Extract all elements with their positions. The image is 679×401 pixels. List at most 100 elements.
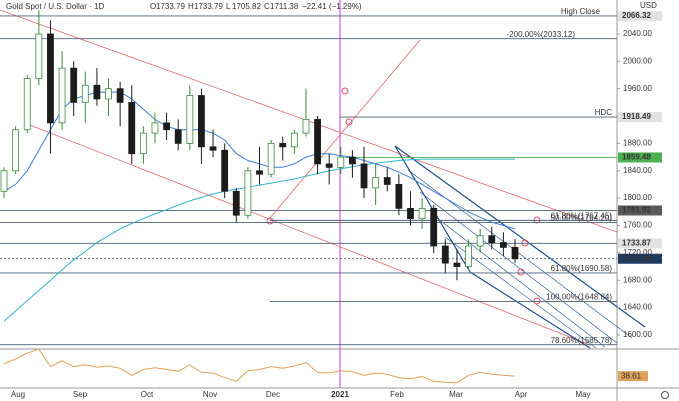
y-tick-label: 1720.00: [623, 248, 652, 257]
candle-body: [174, 129, 182, 144]
candle-body: [209, 146, 217, 151]
candle-body: [360, 163, 368, 189]
x-tick-label: Nov: [203, 390, 217, 399]
price-tag: [618, 152, 662, 163]
y-tick-label: 1880.00: [623, 139, 652, 148]
gear[interactable]: [661, 391, 669, 399]
ohlc-label: C: [264, 2, 270, 11]
candle-body: [372, 177, 380, 189]
level-label: -200.00%(2033.12): [507, 30, 576, 39]
candle-body: [418, 207, 426, 220]
price-tag-label: 1918.49: [622, 112, 651, 121]
candle-body: [105, 88, 112, 100]
price-tag: [618, 238, 662, 249]
candle-body: [267, 142, 275, 175]
ohlc-value: 1733.79: [156, 2, 185, 11]
candle-body: [337, 156, 345, 168]
fork-line: [394, 145, 646, 328]
candle-body: [244, 170, 252, 216]
ohlc-label: L: [226, 2, 231, 11]
currency: USD: [640, 1, 657, 10]
candle-body: [70, 67, 78, 103]
level-label: High Close: [561, 7, 601, 16]
candle-body: [488, 235, 496, 243]
x-tick-label: Apr: [515, 390, 528, 399]
candle-body: [198, 95, 205, 148]
price-tag-label: 1733.87: [622, 238, 651, 247]
price-tag: [618, 253, 662, 264]
price-tag-label: 1711.38: [622, 254, 651, 263]
marker: [266, 217, 274, 225]
candle-body: [232, 190, 240, 216]
settings-icon[interactable]: [661, 391, 669, 399]
y-tick-label: 1600.00: [623, 330, 652, 339]
candle-body: [349, 156, 356, 165]
candle-body: [116, 88, 124, 103]
price-tag: [618, 10, 662, 21]
candle-body: [383, 177, 391, 185]
level-label: 61.80%(1690.58): [551, 264, 613, 273]
candle-body: [93, 84, 101, 100]
trend-line: [269, 39, 421, 219]
candle-body: [23, 78, 31, 131]
y-tick-label: 1960.00: [623, 84, 652, 93]
candle-body: [221, 149, 229, 192]
level-label: 61.80%(1767.45): [551, 211, 613, 220]
price-tag: [618, 205, 662, 216]
x-tick-label: Mar: [449, 390, 463, 399]
candle-body: [290, 132, 298, 148]
x-tick-label: Aug: [11, 390, 25, 399]
marker: [341, 87, 349, 95]
candle-body: [395, 184, 403, 209]
candle-body: [279, 142, 287, 148]
channel-line: [29, 124, 591, 346]
ohlc-label: H: [188, 2, 194, 11]
x-tick-label: Feb: [390, 390, 404, 399]
y-tick-label: 1760.00: [623, 221, 652, 230]
ma-line: [3, 158, 515, 322]
price-tag-label: 1781.92: [622, 206, 651, 215]
level-label: 100.00%(1648.84): [546, 293, 612, 302]
x-tick-label: 2021: [331, 390, 349, 399]
candle-body: [325, 163, 333, 168]
fork-line: [469, 271, 591, 349]
candle-body: [47, 33, 54, 124]
marker: [345, 118, 353, 126]
ohlc-value: 1733.79: [194, 2, 223, 11]
price-tag-label: 2066.32: [622, 11, 651, 20]
candle-body: [441, 245, 449, 264]
candle-body: [128, 101, 136, 155]
price-tag-label: 1859.48: [622, 153, 651, 162]
level-label: 50.00%(1764.20): [551, 214, 613, 223]
candle-body: [407, 207, 414, 220]
candle-body: [465, 245, 472, 267]
candle-body: [314, 119, 321, 165]
candle-body: [186, 95, 194, 144]
candle-body: [81, 84, 89, 103]
candle-body: [12, 129, 20, 172]
marker: [517, 268, 525, 276]
rsi-line: [3, 348, 516, 384]
x-tick-label: Sep: [73, 390, 88, 399]
level-label: 78.60%(1585.78): [551, 336, 613, 345]
fork-line: [419, 191, 618, 344]
candle-body: [256, 170, 263, 175]
candle-body: [430, 207, 438, 247]
chart-title: Gold Spot / U.S. Dollar · 1D: [6, 2, 104, 11]
rsi-tag-label: 38.61: [621, 371, 642, 380]
ohlc-label: O: [150, 2, 156, 11]
y-tick-label: 1800.00: [623, 193, 652, 202]
marker: [533, 297, 541, 305]
candle-body: [499, 242, 507, 248]
rsi-tag: [618, 371, 648, 382]
x-tick-label: Dec: [266, 390, 280, 399]
fork-line: [432, 214, 606, 348]
candle-body: [151, 122, 159, 134]
candle-body: [302, 119, 310, 134]
candle-body: [163, 122, 170, 131]
candle-body: [35, 33, 43, 79]
x-tick-label: Oct: [141, 390, 154, 399]
y-tick-label: 1680.00: [623, 275, 652, 284]
price-tag: [618, 112, 662, 123]
